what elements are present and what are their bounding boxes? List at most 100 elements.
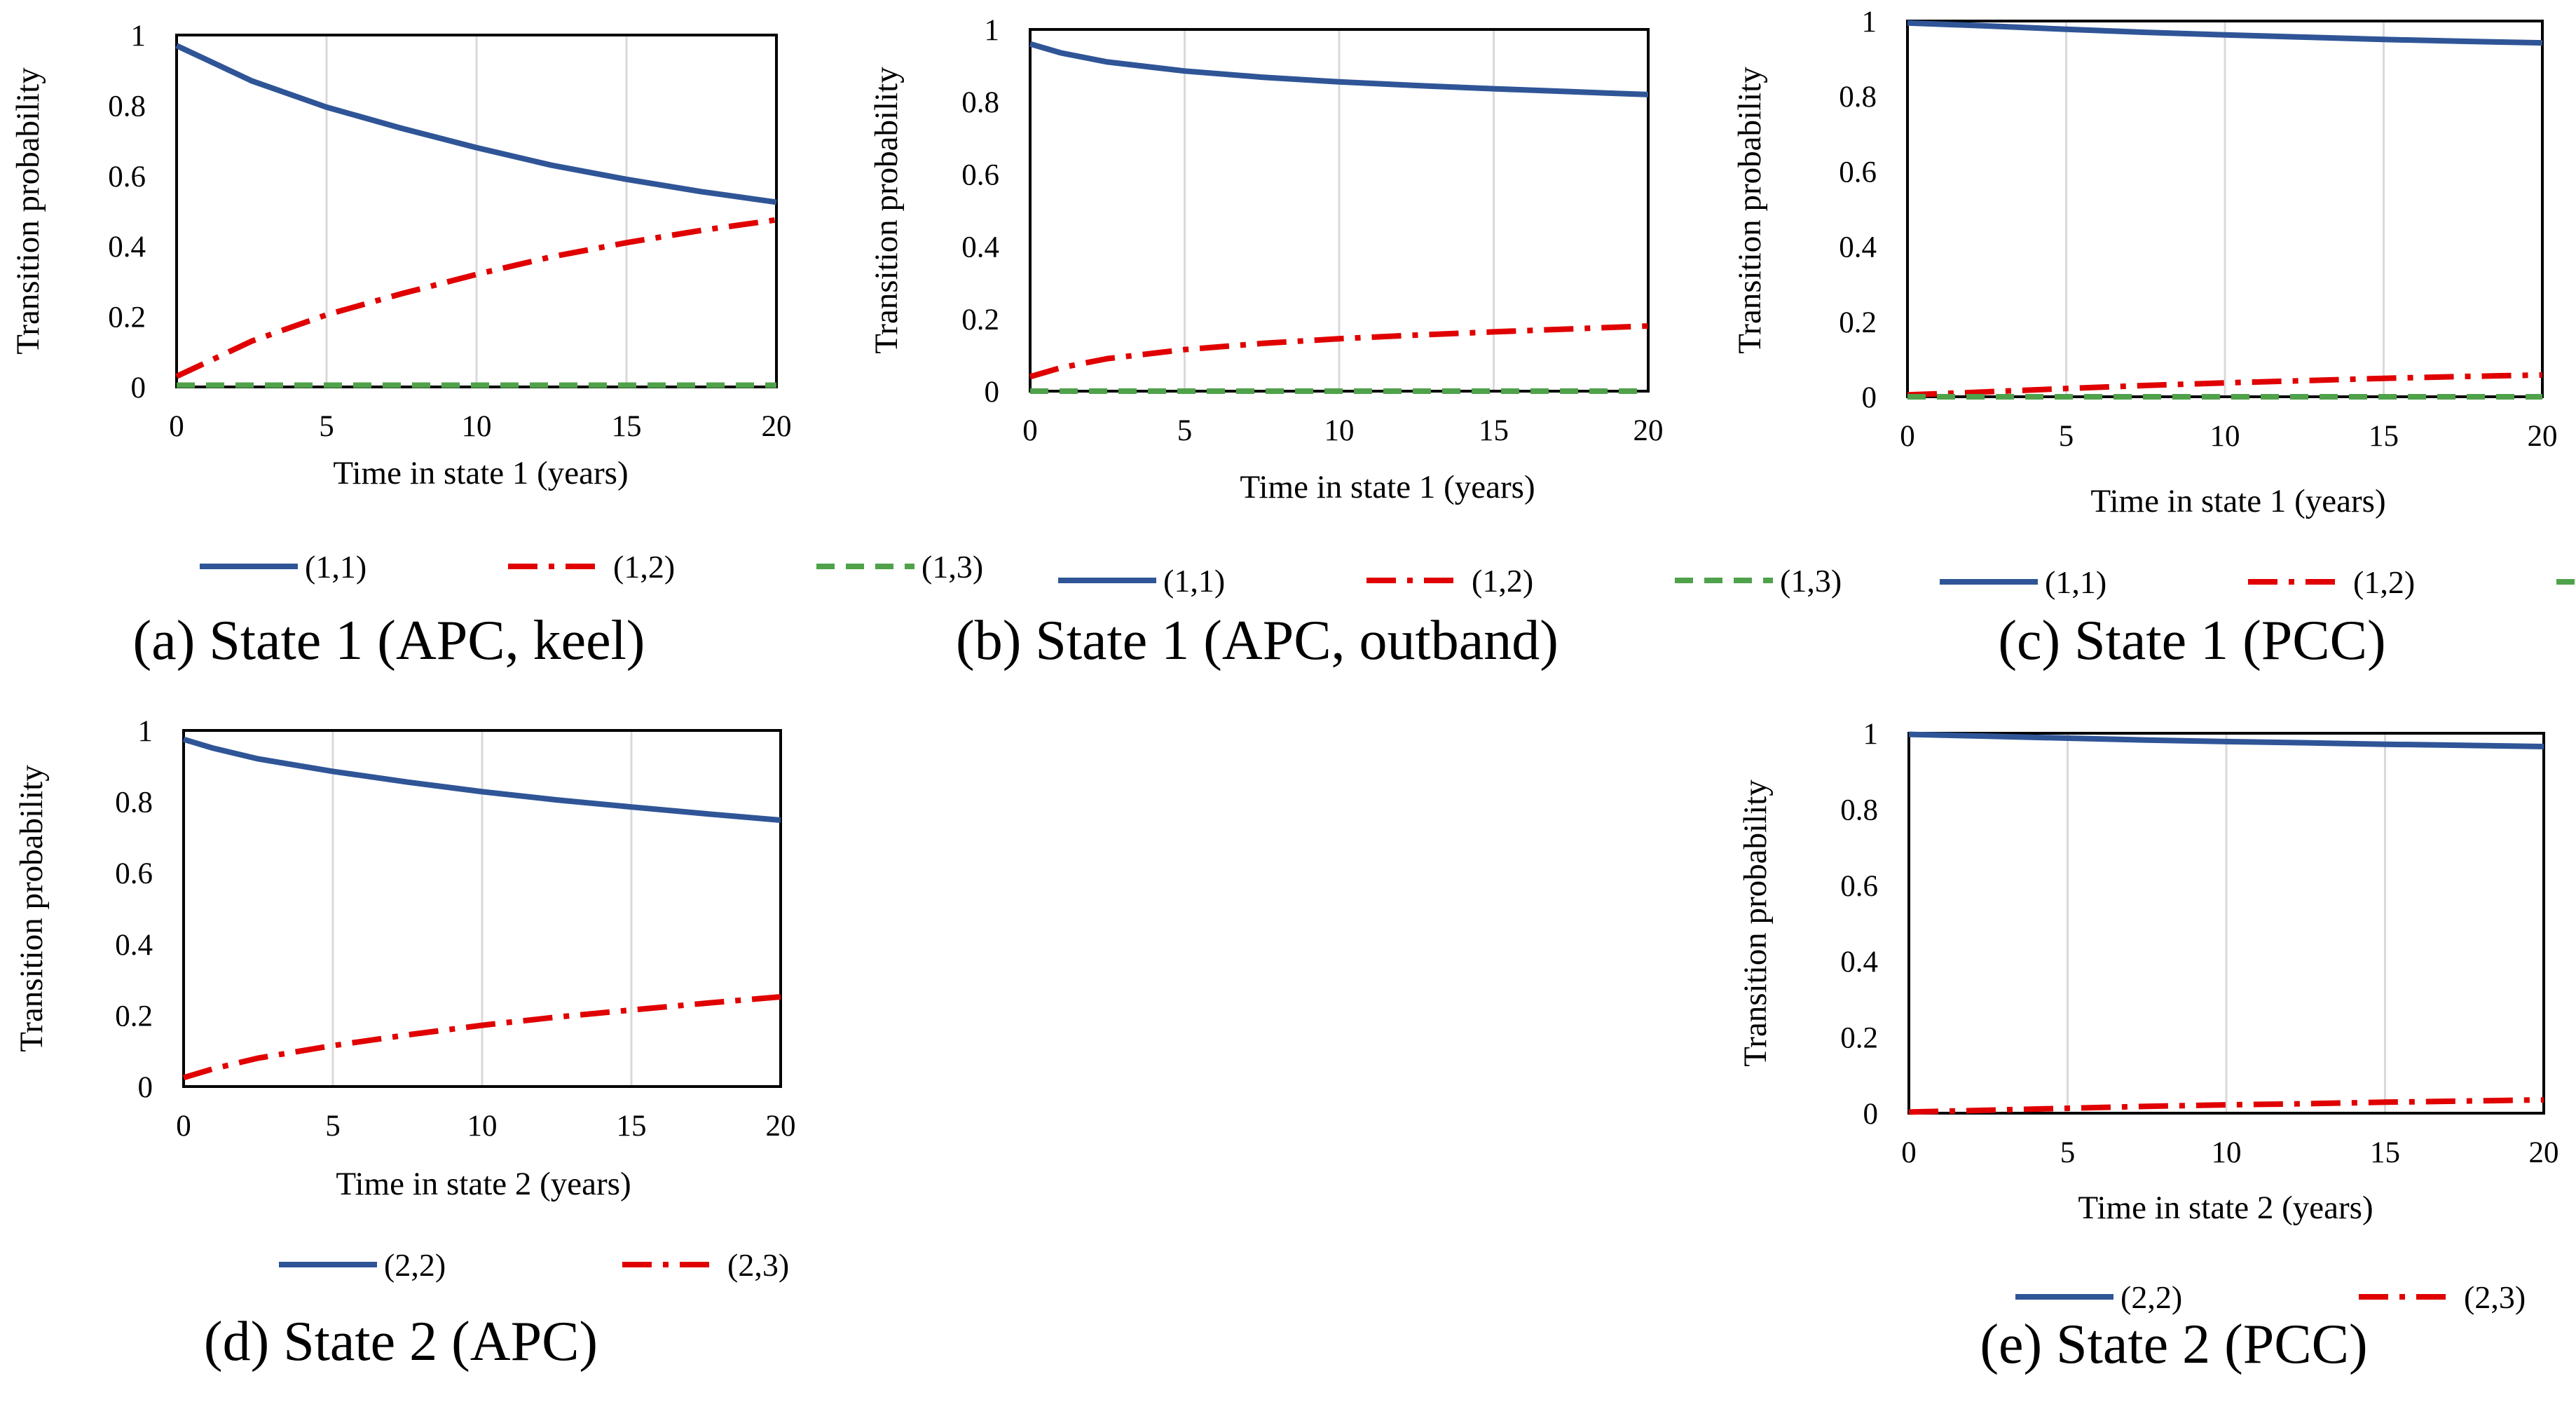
- legend: (1,1)(1,2)(1,3): [1940, 564, 2576, 600]
- y-tick-label: 0.2: [1839, 306, 1877, 339]
- legend-label: (1,3): [922, 549, 983, 585]
- x-axis-title: Time in state 1 (years): [2090, 483, 2385, 519]
- y-tick-label: 0.6: [1840, 870, 1878, 903]
- series-line-(1,1): [1029, 41, 1649, 97]
- x-tick-label: 5: [1177, 414, 1193, 447]
- y-tick-label: 0: [985, 376, 1000, 409]
- y-tick-label: 0.2: [1840, 1022, 1878, 1055]
- y-tick-label: 0.4: [961, 231, 999, 264]
- x-tick-label: 15: [612, 410, 642, 443]
- chart-panel-d: 0 5 10 15 20 0 0.2 0.4 0.6 0.8 1 Time in state 2 (y…: [13, 715, 796, 1373]
- legend-label: (1,2): [2353, 564, 2415, 600]
- x-tick-label: 15: [2369, 420, 2399, 453]
- series-line-(2,2): [182, 736, 781, 823]
- y-axis-title: Transition probability: [1732, 67, 1768, 354]
- chart-panel-a: 0 5 10 15 20 0 0.2 0.4 0.6 0.8 1 Time in state 1 (y…: [10, 20, 983, 672]
- x-tick-label: 20: [766, 1110, 796, 1143]
- x-axis-title: Time in state 2 (years): [2078, 1190, 2373, 1226]
- chart-panel-b: 0 5 10 15 20 0 0.2 0.4 0.6 0.8 1 Time in state 1 (y…: [868, 14, 1842, 672]
- legend-label: (1,3): [1780, 563, 1842, 599]
- y-axis-title: Transition probability: [10, 67, 46, 355]
- legend: (2,2) (2,3): [2015, 1279, 2526, 1315]
- panel-caption: (a) State 1 (APC, keel): [133, 610, 645, 672]
- x-tick-label: 0: [1022, 414, 1038, 447]
- series-line-(1,2): [175, 217, 777, 379]
- panel-caption: (e) State 2 (PCC): [1980, 1314, 2367, 1375]
- y-tick-label: 0.8: [108, 90, 146, 123]
- y-tick-label: 1: [131, 20, 146, 53]
- x-tick-label: 20: [762, 410, 792, 443]
- x-tick-label: 5: [2059, 420, 2074, 453]
- y-tick-label: 0.4: [108, 231, 146, 264]
- y-tick-label: 0.6: [115, 857, 153, 890]
- x-tick-label: 5: [319, 410, 334, 443]
- legend-label: (1,1): [2045, 564, 2106, 600]
- legend: (1,1) (1,2) (1,3): [1058, 563, 1842, 599]
- legend-label: (2,2): [2121, 1279, 2182, 1315]
- legend-label: (1,2): [1472, 563, 1533, 599]
- x-tick-label: 15: [1479, 414, 1509, 447]
- legend-label: (1,2): [613, 549, 675, 585]
- y-tick-label: 0: [1863, 1098, 1879, 1131]
- y-tick-label: 0.4: [1839, 231, 1877, 264]
- x-tick-label: 15: [617, 1110, 647, 1143]
- x-tick-label: 10: [1324, 414, 1355, 447]
- x-tick-label: 0: [1901, 1136, 1917, 1169]
- y-tick-label: 0.2: [961, 304, 999, 336]
- y-tick-label: 0.6: [1839, 156, 1877, 189]
- y-tick-label: 0: [1862, 381, 1877, 414]
- series-line-(1,2): [1029, 323, 1649, 380]
- legend: (2,2) (2,3): [279, 1247, 789, 1283]
- y-tick-label: 0.2: [108, 301, 146, 334]
- x-tick-label: 20: [2529, 1136, 2559, 1169]
- y-axis-title: Transition probability: [868, 67, 905, 354]
- y-tick-label: 0.6: [108, 161, 146, 193]
- x-tick-label: 20: [1633, 414, 1664, 447]
- y-tick-label: 0: [131, 372, 146, 404]
- y-tick-label: 1: [1862, 6, 1877, 39]
- plot-frame: [1907, 732, 2545, 1115]
- plot-frame: [182, 729, 782, 1088]
- x-axis-title: Time in state 1 (years): [1240, 469, 1535, 505]
- plot-frame: [1906, 20, 2544, 398]
- y-tick-label: 0.6: [961, 158, 999, 191]
- panel-caption: (d) State 2 (APC): [204, 1311, 598, 1373]
- y-tick-label: 0.2: [115, 1000, 153, 1033]
- legend-label: (1,1): [1163, 563, 1225, 599]
- chart-panel-c: 0 5 10 15 20 0 0.2 0.4 0.6 0.8 1 Time in state 1 (y…: [1732, 6, 2576, 672]
- series-line-(1,1): [1907, 20, 2543, 46]
- y-tick-label: 0.8: [961, 86, 999, 119]
- panel-caption: (c) State 1 (PCC): [1998, 610, 2385, 672]
- legend-label: (2,3): [2464, 1279, 2526, 1315]
- x-tick-label: 10: [2212, 1136, 2242, 1169]
- x-tick-label: 10: [2210, 420, 2240, 453]
- y-tick-label: 0.8: [1839, 81, 1877, 114]
- x-tick-label: 10: [462, 410, 492, 443]
- panel-caption: (b) State 1 (APC, outband): [956, 610, 1558, 672]
- series-line-(1,2): [1907, 372, 2543, 398]
- x-tick-label: 5: [2060, 1136, 2076, 1169]
- x-axis-title: Time in state 1 (years): [333, 455, 628, 491]
- y-tick-label: 0.4: [1840, 946, 1878, 979]
- y-tick-label: 0.8: [115, 787, 153, 819]
- y-tick-label: 0: [138, 1071, 153, 1104]
- legend-label: (1,1): [305, 549, 366, 585]
- y-tick-label: 1: [985, 14, 1000, 47]
- series-line-(2,3): [1908, 1097, 2544, 1115]
- series-line-(2,2): [1908, 731, 2544, 749]
- x-tick-label: 0: [176, 1110, 191, 1143]
- x-tick-label: 20: [2528, 420, 2558, 453]
- legend-label: (2,2): [384, 1247, 446, 1283]
- series-line-(1,1): [175, 43, 777, 205]
- chart-panel-e: 0 5 10 15 20 0 0.2 0.4 0.6 0.8 1 Time in state 2 (y…: [1737, 718, 2559, 1375]
- x-axis-title: Time in state 2 (years): [336, 1166, 631, 1202]
- x-tick-label: 15: [2370, 1136, 2400, 1169]
- y-axis-title: Transition probability: [1737, 780, 1774, 1067]
- y-tick-label: 1: [138, 715, 153, 748]
- y-axis-title: Transition probability: [13, 765, 50, 1052]
- x-tick-label: 5: [325, 1110, 341, 1143]
- x-tick-label: 0: [1900, 420, 1915, 453]
- legend: (1,1) (1,2) (1,3): [200, 549, 983, 585]
- x-tick-label: 10: [467, 1110, 498, 1143]
